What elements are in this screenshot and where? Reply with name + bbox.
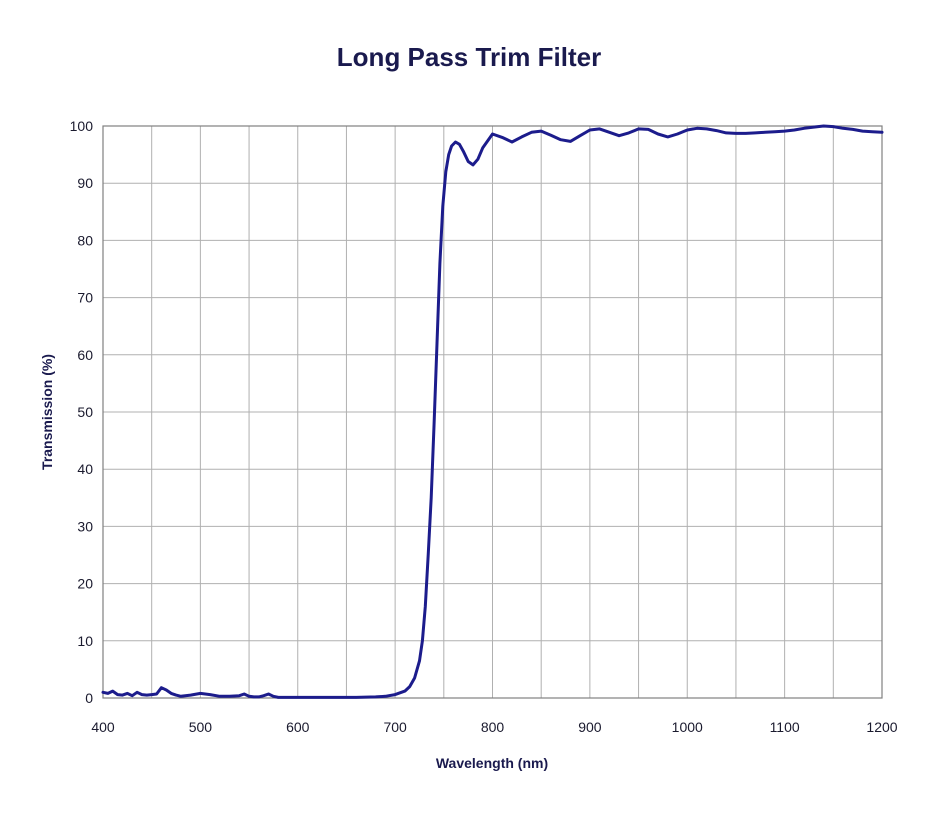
x-tick-label: 1200: [866, 719, 897, 735]
plot-frame: [102, 125, 883, 699]
chart-title: Long Pass Trim Filter: [337, 42, 601, 72]
y-tick-label: 50: [77, 404, 93, 420]
y-tick-label: 0: [85, 690, 93, 706]
y-tick-label: 20: [77, 576, 93, 592]
x-axis-title: Wavelength (nm): [436, 755, 548, 771]
x-tick-label: 800: [481, 719, 505, 735]
x-tick-label: 700: [383, 719, 407, 735]
y-tick-label: 80: [77, 232, 93, 248]
y-tick-label: 30: [77, 518, 93, 534]
x-tick-label: 600: [286, 719, 310, 735]
x-tick-label: 400: [91, 719, 115, 735]
y-tick-label: 90: [77, 175, 93, 191]
x-tick-label: 1000: [672, 719, 703, 735]
y-tick-label: 60: [77, 347, 93, 363]
x-tick-label: 500: [189, 719, 213, 735]
y-axis-title: Transmission (%): [39, 354, 55, 470]
x-tick-label: 900: [578, 719, 602, 735]
y-tick-label: 70: [77, 290, 93, 306]
grid-lines: [102, 125, 883, 699]
y-tick-label: 40: [77, 461, 93, 477]
transmission-line: [101, 124, 884, 699]
x-tick-label: 1100: [770, 719, 800, 735]
y-tick-label: 10: [77, 633, 93, 649]
y-tick-label: 100: [70, 118, 94, 134]
